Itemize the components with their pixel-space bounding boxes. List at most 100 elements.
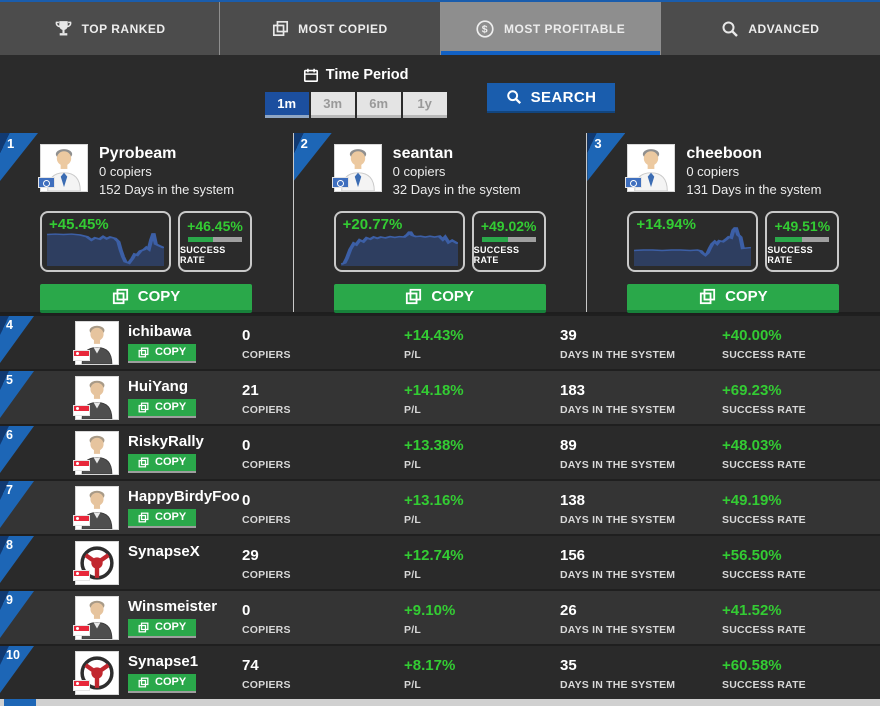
copy-button[interactable]: COPY xyxy=(128,508,197,528)
copy-button[interactable]: COPY xyxy=(40,283,252,313)
trader-info: Pyrobeam 0 copiers 152 Days in the syste… xyxy=(99,144,234,200)
days-cell: 39 DAYS IN THE SYSTEM xyxy=(560,327,675,361)
rank-badge: 4 xyxy=(0,316,34,363)
avatar xyxy=(625,144,676,192)
trader-row[interactable]: 6 RiskyRally COPY xyxy=(0,424,880,479)
rank-number: 5 xyxy=(6,373,13,387)
copiers-cell: 29 COPIERS xyxy=(242,547,291,581)
copy-icon xyxy=(273,20,289,37)
trader-name[interactable]: HuiYang xyxy=(128,378,189,395)
trader-row[interactable]: 4 ichibawa COPY xyxy=(0,314,880,369)
copy-button[interactable]: COPY xyxy=(128,343,197,363)
success-rate-value: +48.03% xyxy=(722,437,782,454)
trader-row[interactable]: 7 HappyBirdyFoo COPY xyxy=(0,479,880,534)
trader-name[interactable]: ichibawa xyxy=(128,323,192,340)
days-value: 183 xyxy=(560,382,586,399)
copy-icon xyxy=(406,288,422,305)
rank-number: 10 xyxy=(6,648,20,662)
avatar xyxy=(73,321,119,365)
pl-value: +13.16% xyxy=(404,492,464,509)
trader-name[interactable]: Synapse1 xyxy=(128,653,199,670)
search-button[interactable]: SEARCH xyxy=(486,83,616,113)
tab-most-copied[interactable]: MOST COPIED xyxy=(220,2,441,55)
days-cell: 138 DAYS IN THE SYSTEM xyxy=(560,492,675,526)
filter-controls: Time Period 1m 3m 6m 1y SEARCH xyxy=(0,55,880,133)
trader-row[interactable]: 9 Winsmeister COPY xyxy=(0,589,880,644)
trader-header: cheeboon 0 copiers 131 Days in the syste… xyxy=(625,144,880,200)
pl-value: +13.38% xyxy=(404,437,464,454)
success-rate-bar xyxy=(188,236,242,242)
copy-button[interactable]: COPY xyxy=(128,618,197,638)
copiers-cell: 0 COPIERS xyxy=(242,492,291,526)
success-rate-label: SUCCESS RATE xyxy=(722,349,806,361)
tab-top-ranked[interactable]: TOP RANKED xyxy=(0,2,221,55)
sparkline-chart xyxy=(634,226,752,266)
trader-name[interactable]: seantan xyxy=(392,145,454,162)
success-rate-value: +69.23% xyxy=(722,382,782,399)
trader-name[interactable]: Winsmeister xyxy=(128,598,218,615)
pl-cell: +13.38% P/L xyxy=(404,437,464,471)
trader-name[interactable]: HappyBirdyFoo xyxy=(128,488,240,505)
pl-label: P/L xyxy=(404,679,421,691)
avatar xyxy=(73,486,119,530)
pl-chart-box: +14.94% xyxy=(627,210,759,272)
success-rate-label: SUCCESS RATE xyxy=(722,404,806,416)
tab-most-profitable[interactable]: $ MOST PROFITABLE xyxy=(440,2,661,55)
success-rate-cell: +60.58% SUCCESS RATE xyxy=(722,657,806,691)
flag-icon xyxy=(73,570,90,581)
trader-card: 3 cheeboon 0 copiers 131 Days in the sys… xyxy=(587,133,880,313)
period-1m-button[interactable]: 1m xyxy=(264,92,309,118)
pl-value: +20.77% xyxy=(342,215,403,233)
trader-row[interactable]: 5 HuiYang COPY xyxy=(0,369,880,424)
flag-icon xyxy=(73,515,90,526)
avatar xyxy=(73,541,119,585)
copy-button[interactable]: COPY xyxy=(333,283,546,313)
copy-button[interactable]: COPY xyxy=(128,398,197,418)
days-value: 35 xyxy=(560,657,577,674)
days-in-system: 152 Days in the system xyxy=(99,182,235,198)
days-value: 156 xyxy=(560,547,586,564)
days-in-system: 32 Days in the system xyxy=(392,182,521,198)
time-period-group: Time Period 1m 3m 6m 1y xyxy=(264,64,447,118)
top-traders-cards: 1 Pyrobeam 0 copiers 152 Days in the sys… xyxy=(0,133,880,314)
period-6m-button[interactable]: 6m xyxy=(356,92,401,118)
avatar xyxy=(73,376,119,420)
pl-label: P/L xyxy=(404,404,421,416)
next-rank-badge xyxy=(4,699,36,706)
success-rate-label: SUCCESS RATE xyxy=(767,244,813,265)
success-rate-label: SUCCESS RATE xyxy=(180,244,226,265)
dollar-circle-icon: $ xyxy=(476,19,494,38)
pl-value: +14.43% xyxy=(404,327,464,344)
trader-name-block: Synapse1 COPY xyxy=(128,653,199,693)
rank-number: 7 xyxy=(6,483,13,497)
copy-button-label: COPY xyxy=(155,346,187,358)
pl-label: P/L xyxy=(404,459,421,471)
success-rate-bar xyxy=(481,236,536,242)
trader-row[interactable]: 10 Synapse1 COPY xyxy=(0,644,880,699)
tab-advanced[interactable]: ADVANCED xyxy=(661,2,880,55)
pl-cell: +14.18% P/L xyxy=(404,382,464,416)
success-rate-value: +41.52% xyxy=(722,602,782,619)
trader-name[interactable]: Pyrobeam xyxy=(99,145,177,162)
traders-list: 4 ichibawa COPY xyxy=(0,314,880,699)
copiers-label: COPIERS xyxy=(242,349,291,361)
copy-button[interactable]: COPY xyxy=(128,673,197,693)
trader-name[interactable]: RiskyRally xyxy=(128,433,204,450)
rank-badge: 10 xyxy=(0,646,34,693)
rank-badge: 3 xyxy=(587,133,625,181)
copiers-label: COPIERS xyxy=(242,459,291,471)
rank-badge: 2 xyxy=(294,133,332,181)
copy-icon xyxy=(138,347,149,357)
trader-name[interactable]: SynapseX xyxy=(128,543,200,560)
success-rate-value: +49.02% xyxy=(480,217,537,234)
success-rate-cell: +40.00% SUCCESS RATE xyxy=(722,327,806,361)
days-label: DAYS IN THE SYSTEM xyxy=(560,569,676,581)
copiers-label: COPIERS xyxy=(242,624,291,636)
pl-chart-box: +45.45% xyxy=(40,210,171,272)
period-1y-button[interactable]: 1y xyxy=(402,92,447,118)
trader-row[interactable]: 8 SynapseX COPY xyxy=(0,534,880,589)
period-3m-button[interactable]: 3m xyxy=(310,92,355,118)
trader-name[interactable]: cheeboon xyxy=(686,145,762,162)
copy-button[interactable]: COPY xyxy=(128,453,197,473)
copy-button[interactable]: COPY xyxy=(627,283,840,313)
